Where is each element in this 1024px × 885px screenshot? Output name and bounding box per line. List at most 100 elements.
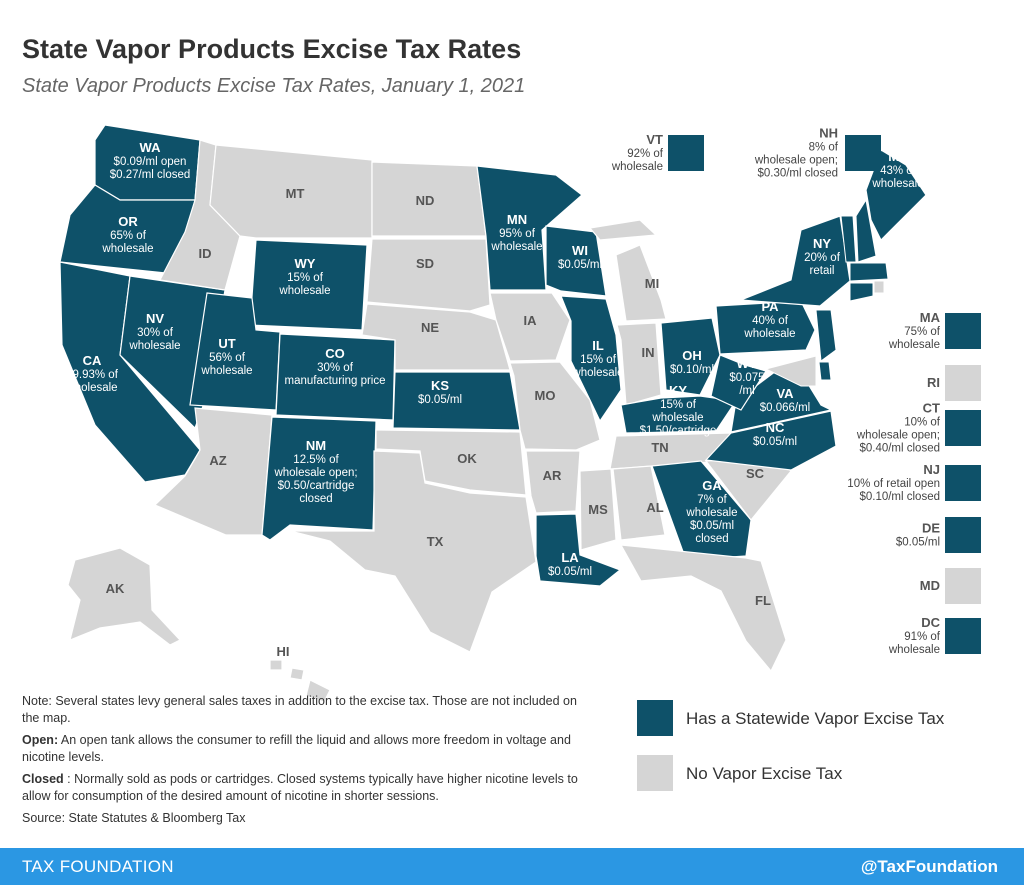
state-shape (704, 410, 837, 471)
state-rate: $0.05/ml (558, 259, 602, 271)
callout-rate: 10% of (904, 417, 941, 429)
state-abbr: OK (457, 451, 477, 466)
state-abbr: WI (572, 243, 588, 258)
callout-box (945, 618, 981, 654)
state-abbr: KY (669, 383, 687, 398)
state-abbr: ME (888, 149, 908, 164)
state-rate: retail (810, 265, 835, 277)
state-abbr: KS (431, 378, 449, 393)
state-rate: $0.05/ml (690, 520, 734, 532)
state-rate: $0.05/ml (548, 566, 592, 578)
legend-label: No Vapor Excise Tax (686, 764, 843, 783)
callout-box (945, 465, 981, 501)
state-shape (619, 544, 787, 673)
state-shape (560, 295, 622, 423)
state-shape (818, 361, 832, 381)
state-rate: wholesale (490, 241, 542, 253)
state-abbr: TX (427, 534, 444, 549)
state-abbr: NY (813, 236, 831, 251)
note: Open: An open tank allows the consumer t… (22, 732, 597, 766)
legend: Has a Statewide Vapor Excise Tax No Vapor… (637, 700, 945, 791)
state-abbr: MS (588, 502, 608, 517)
state-shape (249, 239, 368, 331)
state-abbr: OR (118, 214, 138, 229)
note-term: Closed (22, 772, 64, 786)
state-shape (545, 225, 607, 297)
state-abbr: ID (199, 246, 212, 261)
state-abbr: UT (218, 336, 235, 351)
state-abbr: HI (277, 644, 290, 659)
state-rate: 40% of (752, 315, 789, 327)
callout-box (845, 135, 881, 171)
state-abbr: AL (646, 500, 663, 515)
state-rate: $0.09/ml open (114, 156, 187, 168)
state-abbr: IL (592, 338, 604, 353)
callout-rate: wholesale (888, 339, 940, 351)
state-shape (269, 659, 283, 671)
state-shape (489, 292, 571, 362)
state-shape (849, 282, 874, 302)
state-abbr: NC (766, 420, 785, 435)
state-shape (305, 679, 331, 703)
state-rate: wholesale (278, 285, 330, 297)
state-rate: 12.5% of (293, 454, 339, 466)
callout-box (945, 517, 981, 553)
callout-abbr: VT (646, 132, 663, 147)
state-rate: wholesale (65, 382, 117, 394)
state-shape (710, 354, 767, 411)
note-text: Note: Several states levy general sales … (22, 694, 577, 725)
state-shape (579, 468, 617, 551)
callout-box (945, 313, 981, 349)
state-rate: 65% of (110, 230, 147, 242)
state-rate: /ml (739, 385, 754, 397)
state-rate: 15% of (660, 399, 697, 411)
state-shapes (59, 124, 927, 703)
state-shape (612, 465, 666, 541)
state-rate: 43% of (880, 165, 917, 177)
callout-box (945, 568, 981, 604)
callout-rate: 75% of (904, 326, 941, 338)
state-shape (509, 361, 601, 451)
state-rate: $0.50/cartridge (278, 480, 355, 492)
state-shape (651, 460, 752, 561)
callout-abbr: DE (922, 521, 940, 536)
notes: Note: Several states levy general sales … (22, 693, 597, 832)
state-rate: 20% of (804, 252, 841, 264)
state-abbr: IA (524, 313, 538, 328)
state-rate: $0.27/ml closed (110, 169, 191, 181)
state-rate: $0.075 (729, 372, 764, 384)
state-rate: closed (299, 493, 332, 505)
state-rate: 95% of (499, 228, 536, 240)
callout-rate: 91% of (904, 631, 941, 643)
state-abbr: AR (543, 468, 562, 483)
state-abbr: OH (682, 348, 702, 363)
callout-rate: 8% of (809, 142, 839, 154)
callout-abbr: NH (819, 126, 838, 141)
note-text: Source: State Statutes & Bloomberg Tax (22, 811, 246, 825)
callout-abbr: MD (920, 578, 940, 593)
state-abbr: NE (421, 320, 439, 335)
state-abbr: MT (286, 186, 305, 201)
callout-rate: $0.10/ml closed (859, 491, 940, 503)
callout-box (668, 135, 704, 171)
state-abbr: AZ (209, 453, 226, 468)
state-abbr: PA (761, 299, 779, 314)
state-rate: 7% of (697, 494, 727, 506)
callout-abbr: CT (923, 401, 940, 416)
callout-rate: $0.05/ml (896, 537, 940, 549)
state-abbr: AK (106, 581, 125, 596)
state-abbr: NV (146, 311, 164, 326)
state-abbr: IN (642, 345, 655, 360)
callout-rate: $0.40/ml closed (859, 443, 940, 455)
subtitle: State Vapor Products Excise Tax Rates, J… (22, 75, 525, 97)
state-abbr: CO (325, 346, 345, 361)
callout-abbr: NJ (923, 462, 940, 477)
state-shape (815, 309, 837, 362)
state-shape (289, 667, 305, 681)
callout-rate: 92% of (627, 148, 664, 160)
state-abbr: TN (651, 440, 668, 455)
callout-rate: $0.30/ml closed (757, 168, 838, 180)
state-abbr: SC (746, 466, 765, 481)
